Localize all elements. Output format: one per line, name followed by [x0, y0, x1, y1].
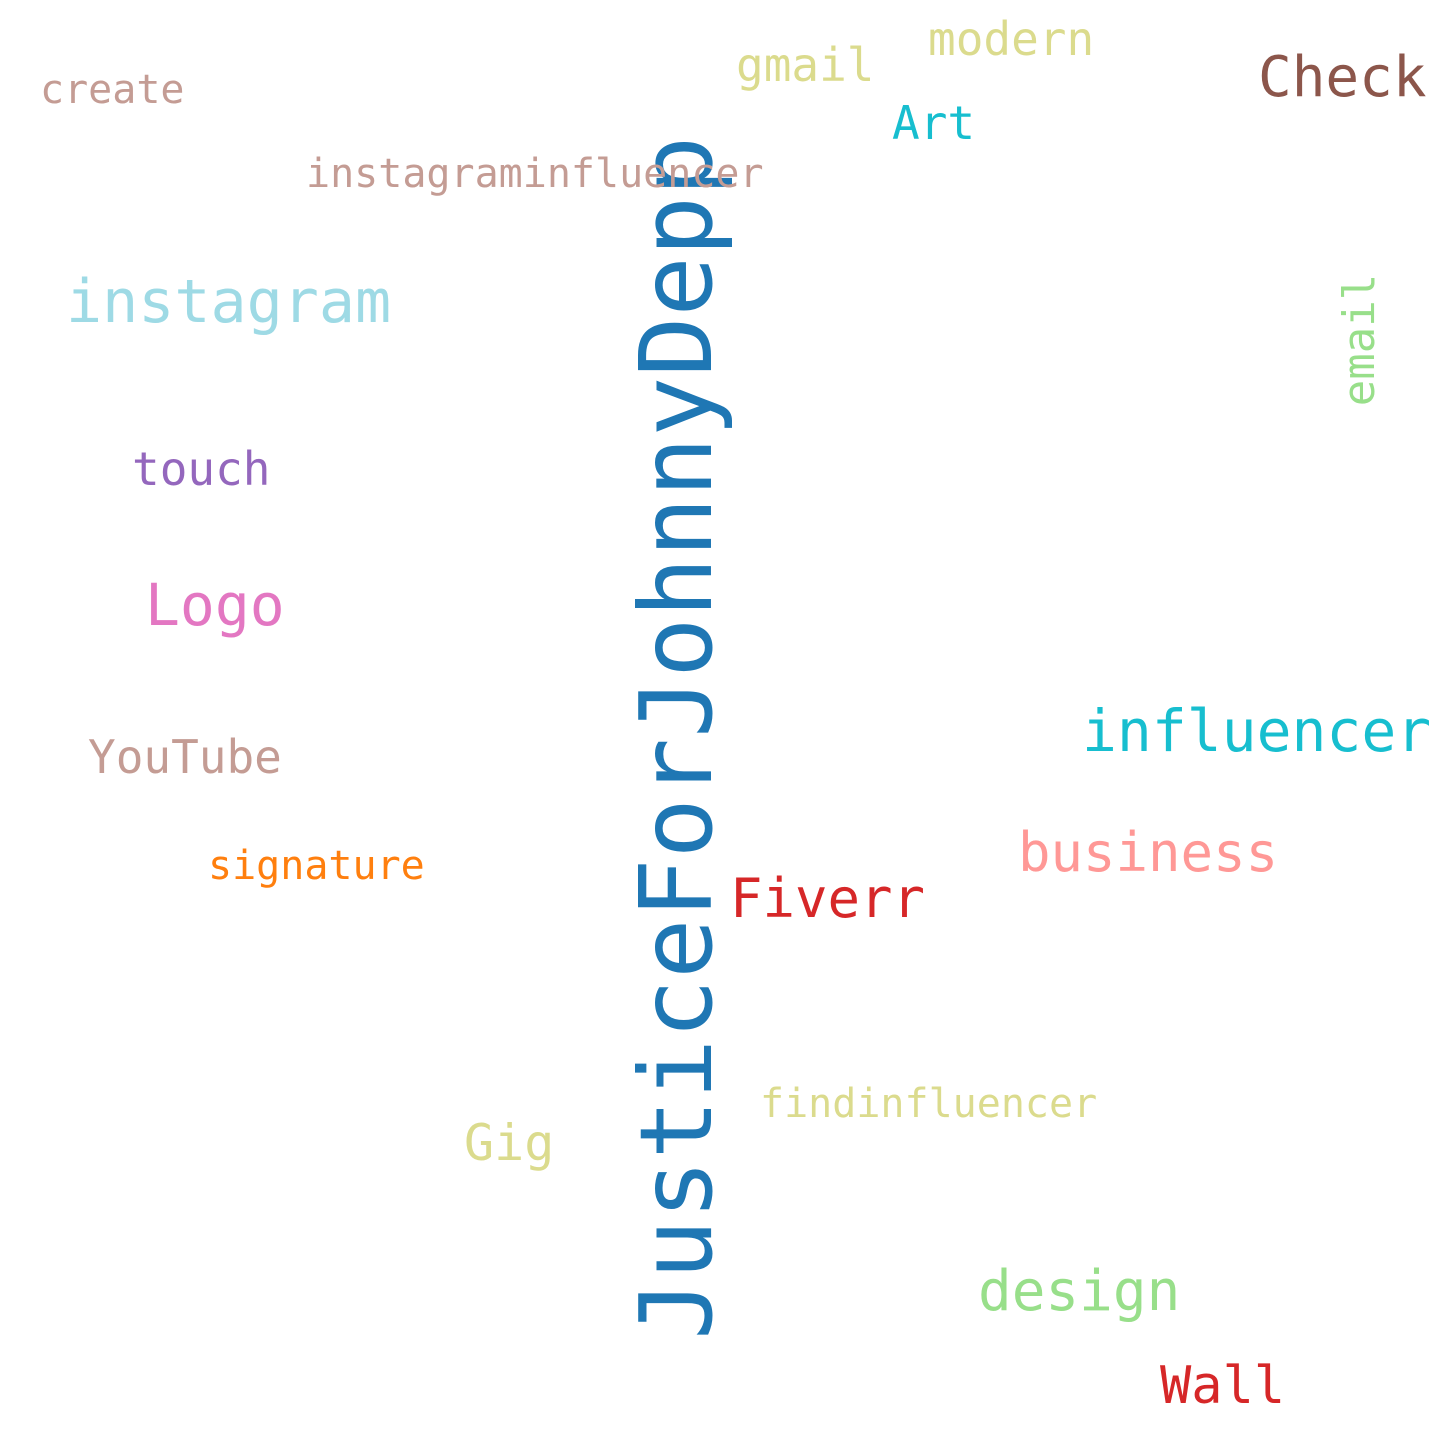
word-findinfluencer: findinfluencer [760, 1081, 1098, 1127]
word-justicefor-johnnydepp: JusticeForJohnnyDepp [618, 135, 735, 1340]
word-logo: Logo [145, 571, 285, 639]
word-wall: Wall [1160, 1356, 1286, 1416]
word-gig: Gig [464, 1114, 555, 1172]
word-touch: touch [132, 442, 271, 496]
word-art: Art [892, 96, 976, 150]
word-youtube: YouTube [88, 730, 282, 784]
word-create: create [40, 67, 185, 113]
word-fiverr: Fiverr [730, 867, 926, 930]
word-instagraminfluencer: instagraminfluencer [306, 151, 764, 197]
word-instagram: instagram [66, 267, 392, 337]
word-gmail: gmail [736, 38, 875, 92]
word-business: business [1018, 821, 1279, 884]
word-design: design [978, 1259, 1181, 1324]
word-modern: modern [928, 12, 1095, 66]
word-check: Check [1258, 45, 1427, 110]
word-signature: signature [208, 843, 425, 889]
word-influencer: influencer [1082, 697, 1432, 765]
word-email: email [1334, 273, 1385, 407]
